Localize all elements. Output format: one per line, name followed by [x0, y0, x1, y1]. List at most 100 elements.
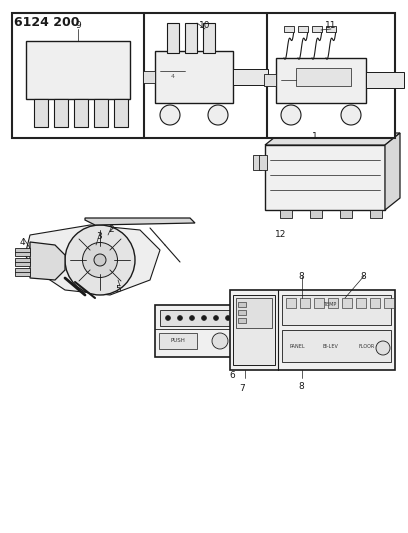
- Bar: [233, 295, 275, 365]
- Bar: [236, 298, 272, 328]
- Circle shape: [226, 316, 231, 320]
- Text: 6: 6: [229, 371, 235, 380]
- Circle shape: [160, 105, 180, 125]
- Text: 2: 2: [108, 225, 113, 234]
- Text: PUSH: PUSH: [171, 338, 186, 343]
- Text: 4: 4: [171, 75, 175, 79]
- Bar: [366, 72, 404, 88]
- Bar: [238, 310, 246, 315]
- Polygon shape: [55, 68, 85, 92]
- Circle shape: [208, 105, 228, 125]
- Bar: [230, 290, 395, 370]
- Bar: [259, 155, 267, 170]
- Circle shape: [273, 316, 279, 320]
- Text: TEMP: TEMP: [324, 302, 337, 306]
- Polygon shape: [38, 47, 65, 92]
- Circle shape: [376, 341, 390, 355]
- Bar: [276, 58, 366, 103]
- Bar: [155, 51, 233, 103]
- Circle shape: [212, 333, 228, 349]
- Bar: [54, 99, 68, 127]
- Bar: [233, 69, 268, 85]
- Bar: [238, 302, 246, 307]
- Text: 4: 4: [20, 238, 26, 247]
- Bar: [15, 248, 30, 256]
- Bar: [356, 298, 366, 308]
- Bar: [253, 155, 261, 170]
- Bar: [114, 99, 128, 127]
- Bar: [185, 23, 197, 53]
- Bar: [143, 71, 155, 83]
- Text: BI-LEV: BI-LEV: [322, 343, 338, 349]
- Circle shape: [341, 105, 361, 125]
- Text: 9: 9: [75, 20, 81, 29]
- Polygon shape: [45, 43, 338, 108]
- Text: FLOOR: FLOOR: [359, 343, 375, 349]
- Circle shape: [237, 316, 242, 320]
- Circle shape: [189, 316, 195, 320]
- Circle shape: [202, 316, 206, 320]
- Circle shape: [281, 105, 301, 125]
- Bar: [160, 310, 305, 326]
- Bar: [326, 26, 336, 32]
- Text: 5: 5: [115, 285, 121, 294]
- Circle shape: [250, 316, 255, 320]
- Bar: [167, 23, 179, 53]
- Bar: [155, 305, 310, 357]
- Bar: [312, 26, 322, 32]
- Bar: [284, 26, 294, 32]
- Polygon shape: [385, 133, 400, 210]
- Polygon shape: [25, 225, 160, 295]
- Text: 6124 200: 6124 200: [14, 16, 80, 29]
- Bar: [238, 318, 246, 323]
- Text: 12: 12: [275, 230, 286, 239]
- Text: 8: 8: [298, 272, 304, 281]
- Bar: [290, 37, 330, 55]
- Bar: [340, 210, 352, 218]
- Bar: [300, 298, 310, 308]
- Circle shape: [65, 225, 135, 295]
- Polygon shape: [330, 48, 358, 90]
- Text: 11: 11: [325, 20, 337, 29]
- Text: 8: 8: [298, 382, 304, 391]
- Bar: [328, 298, 338, 308]
- Bar: [34, 99, 48, 127]
- Circle shape: [286, 316, 290, 320]
- Bar: [12, 13, 395, 138]
- Bar: [265, 145, 385, 210]
- Bar: [203, 23, 215, 53]
- Circle shape: [177, 316, 182, 320]
- Polygon shape: [140, 55, 270, 100]
- Polygon shape: [55, 33, 350, 55]
- Text: 3: 3: [96, 232, 102, 241]
- Circle shape: [262, 316, 266, 320]
- Bar: [282, 295, 391, 325]
- Circle shape: [297, 316, 302, 320]
- Text: 10: 10: [199, 20, 211, 29]
- Bar: [384, 298, 394, 308]
- Bar: [15, 268, 30, 276]
- Polygon shape: [290, 58, 320, 85]
- Circle shape: [213, 316, 219, 320]
- Bar: [15, 258, 30, 266]
- Bar: [298, 26, 308, 32]
- Polygon shape: [85, 218, 195, 225]
- Bar: [26, 41, 130, 99]
- Bar: [296, 68, 351, 86]
- Circle shape: [82, 243, 118, 278]
- Bar: [155, 88, 210, 106]
- Text: 8: 8: [360, 272, 366, 281]
- Bar: [370, 210, 382, 218]
- Text: 1: 1: [312, 132, 318, 141]
- Bar: [342, 298, 352, 308]
- Bar: [286, 298, 296, 308]
- Bar: [310, 210, 322, 218]
- Circle shape: [166, 316, 171, 320]
- Bar: [282, 330, 391, 362]
- Bar: [159, 333, 197, 349]
- Bar: [264, 74, 276, 86]
- Circle shape: [94, 254, 106, 266]
- Bar: [94, 99, 108, 127]
- Bar: [280, 210, 292, 218]
- Bar: [235, 333, 305, 347]
